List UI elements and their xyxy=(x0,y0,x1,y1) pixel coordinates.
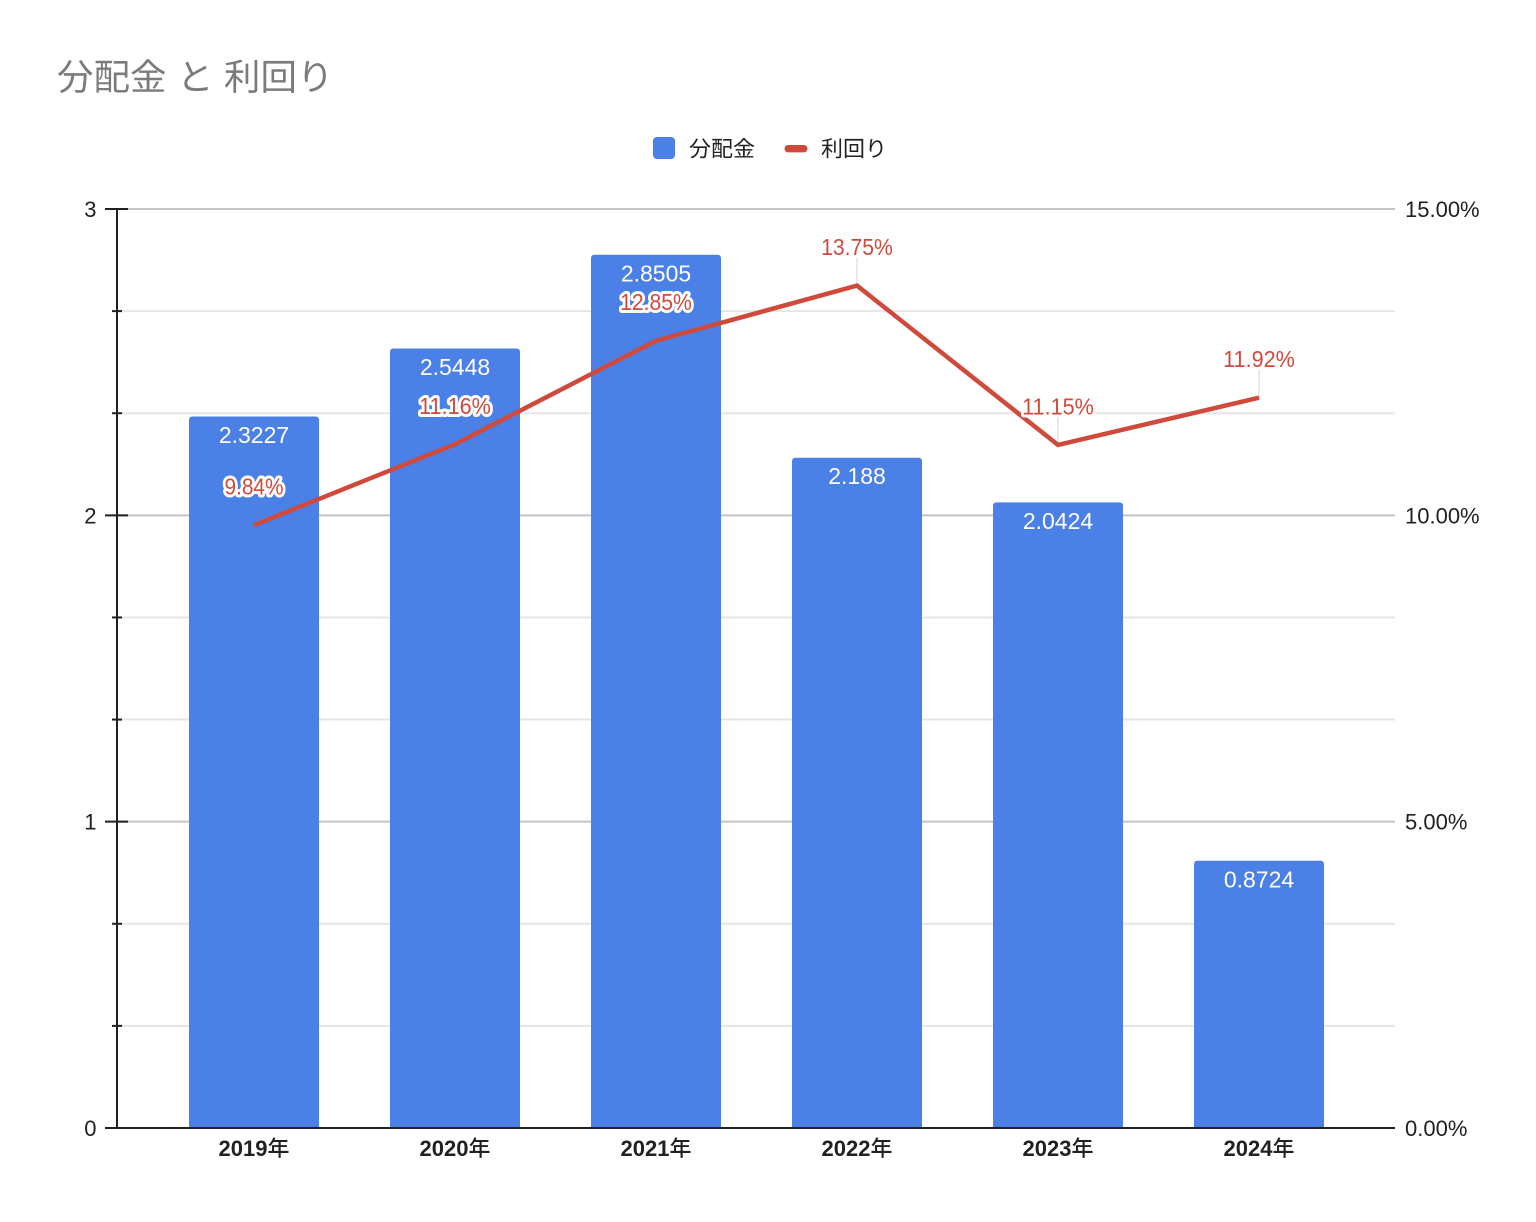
svg-text:15.00%: 15.00% xyxy=(1405,197,1480,222)
svg-text:12.85%: 12.85% xyxy=(620,289,692,315)
svg-text:2020: 2020 xyxy=(420,1136,469,1161)
svg-text:11.15%: 11.15% xyxy=(1022,393,1094,419)
svg-text:13.75%: 13.75% xyxy=(821,234,893,260)
svg-text:10.00%: 10.00% xyxy=(1405,503,1480,528)
svg-text:5.00%: 5.00% xyxy=(1405,810,1467,835)
svg-text:0: 0 xyxy=(84,1116,96,1141)
svg-text:2.0424: 2.0424 xyxy=(1023,508,1094,534)
svg-text:2.8505: 2.8505 xyxy=(621,260,691,286)
svg-text:2019: 2019 xyxy=(219,1136,268,1161)
svg-text:2.5448: 2.5448 xyxy=(420,354,490,380)
svg-text:11.16%: 11.16% xyxy=(419,393,491,419)
svg-text:9.84%: 9.84% xyxy=(225,474,284,500)
svg-text:3: 3 xyxy=(84,197,96,222)
svg-text:2022: 2022 xyxy=(822,1136,871,1161)
svg-text:0.00%: 0.00% xyxy=(1405,1116,1467,1141)
svg-text:2023: 2023 xyxy=(1023,1136,1072,1161)
svg-text:2.3227: 2.3227 xyxy=(219,422,289,448)
svg-text:2021: 2021 xyxy=(621,1136,670,1161)
svg-text:2: 2 xyxy=(84,503,96,528)
svg-text:2.188: 2.188 xyxy=(828,463,886,489)
svg-text:2024: 2024 xyxy=(1224,1136,1274,1161)
svg-text:0.8724: 0.8724 xyxy=(1224,866,1295,892)
svg-text:1: 1 xyxy=(84,810,96,835)
svg-text:11.92%: 11.92% xyxy=(1223,346,1295,372)
